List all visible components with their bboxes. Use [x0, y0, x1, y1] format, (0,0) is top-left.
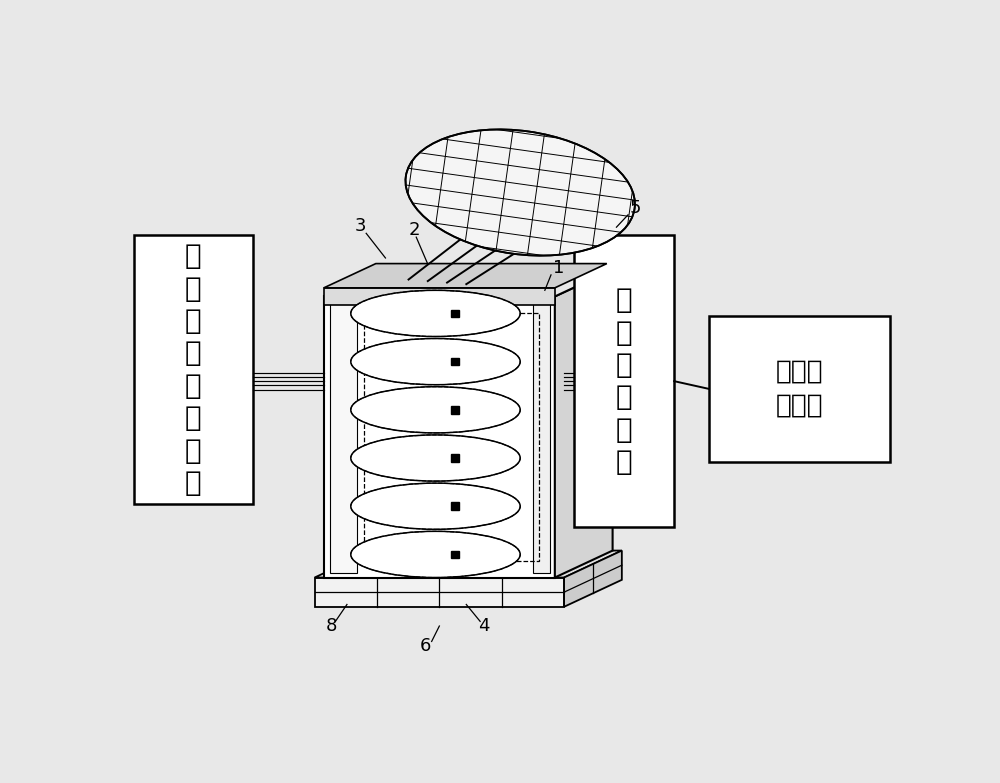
- Bar: [533, 301, 550, 573]
- Ellipse shape: [351, 338, 520, 384]
- Polygon shape: [324, 264, 607, 288]
- Bar: [324, 297, 555, 578]
- Text: 温度显
示电路: 温度显 示电路: [776, 359, 823, 419]
- Bar: [315, 578, 564, 607]
- Text: 温
度
采
集
电
路: 温 度 采 集 电 路: [616, 286, 632, 476]
- Ellipse shape: [351, 387, 520, 433]
- Bar: [364, 313, 539, 561]
- Ellipse shape: [351, 435, 520, 481]
- Bar: [134, 235, 253, 504]
- Polygon shape: [555, 269, 613, 578]
- Ellipse shape: [351, 290, 520, 337]
- Text: 1: 1: [553, 259, 564, 277]
- Text: 电
压
电
流
采
集
电
路: 电 压 电 流 采 集 电 路: [185, 242, 202, 497]
- Text: 2: 2: [409, 221, 420, 239]
- Bar: [324, 288, 555, 305]
- Text: 5: 5: [630, 200, 641, 218]
- Text: 3: 3: [355, 217, 366, 235]
- Bar: [451, 550, 459, 558]
- Ellipse shape: [351, 483, 520, 529]
- Text: 8: 8: [326, 618, 338, 636]
- Polygon shape: [324, 269, 613, 297]
- Bar: [451, 358, 459, 366]
- Bar: [451, 503, 459, 510]
- Bar: [451, 406, 459, 413]
- Text: 4: 4: [478, 618, 489, 636]
- Bar: [451, 454, 459, 462]
- Text: 6: 6: [420, 637, 431, 655]
- Bar: [709, 316, 890, 462]
- Bar: [330, 301, 357, 573]
- Bar: [574, 235, 674, 528]
- Bar: [451, 309, 459, 317]
- Polygon shape: [315, 550, 622, 578]
- Ellipse shape: [406, 129, 635, 255]
- Polygon shape: [564, 550, 622, 607]
- Ellipse shape: [351, 532, 520, 578]
